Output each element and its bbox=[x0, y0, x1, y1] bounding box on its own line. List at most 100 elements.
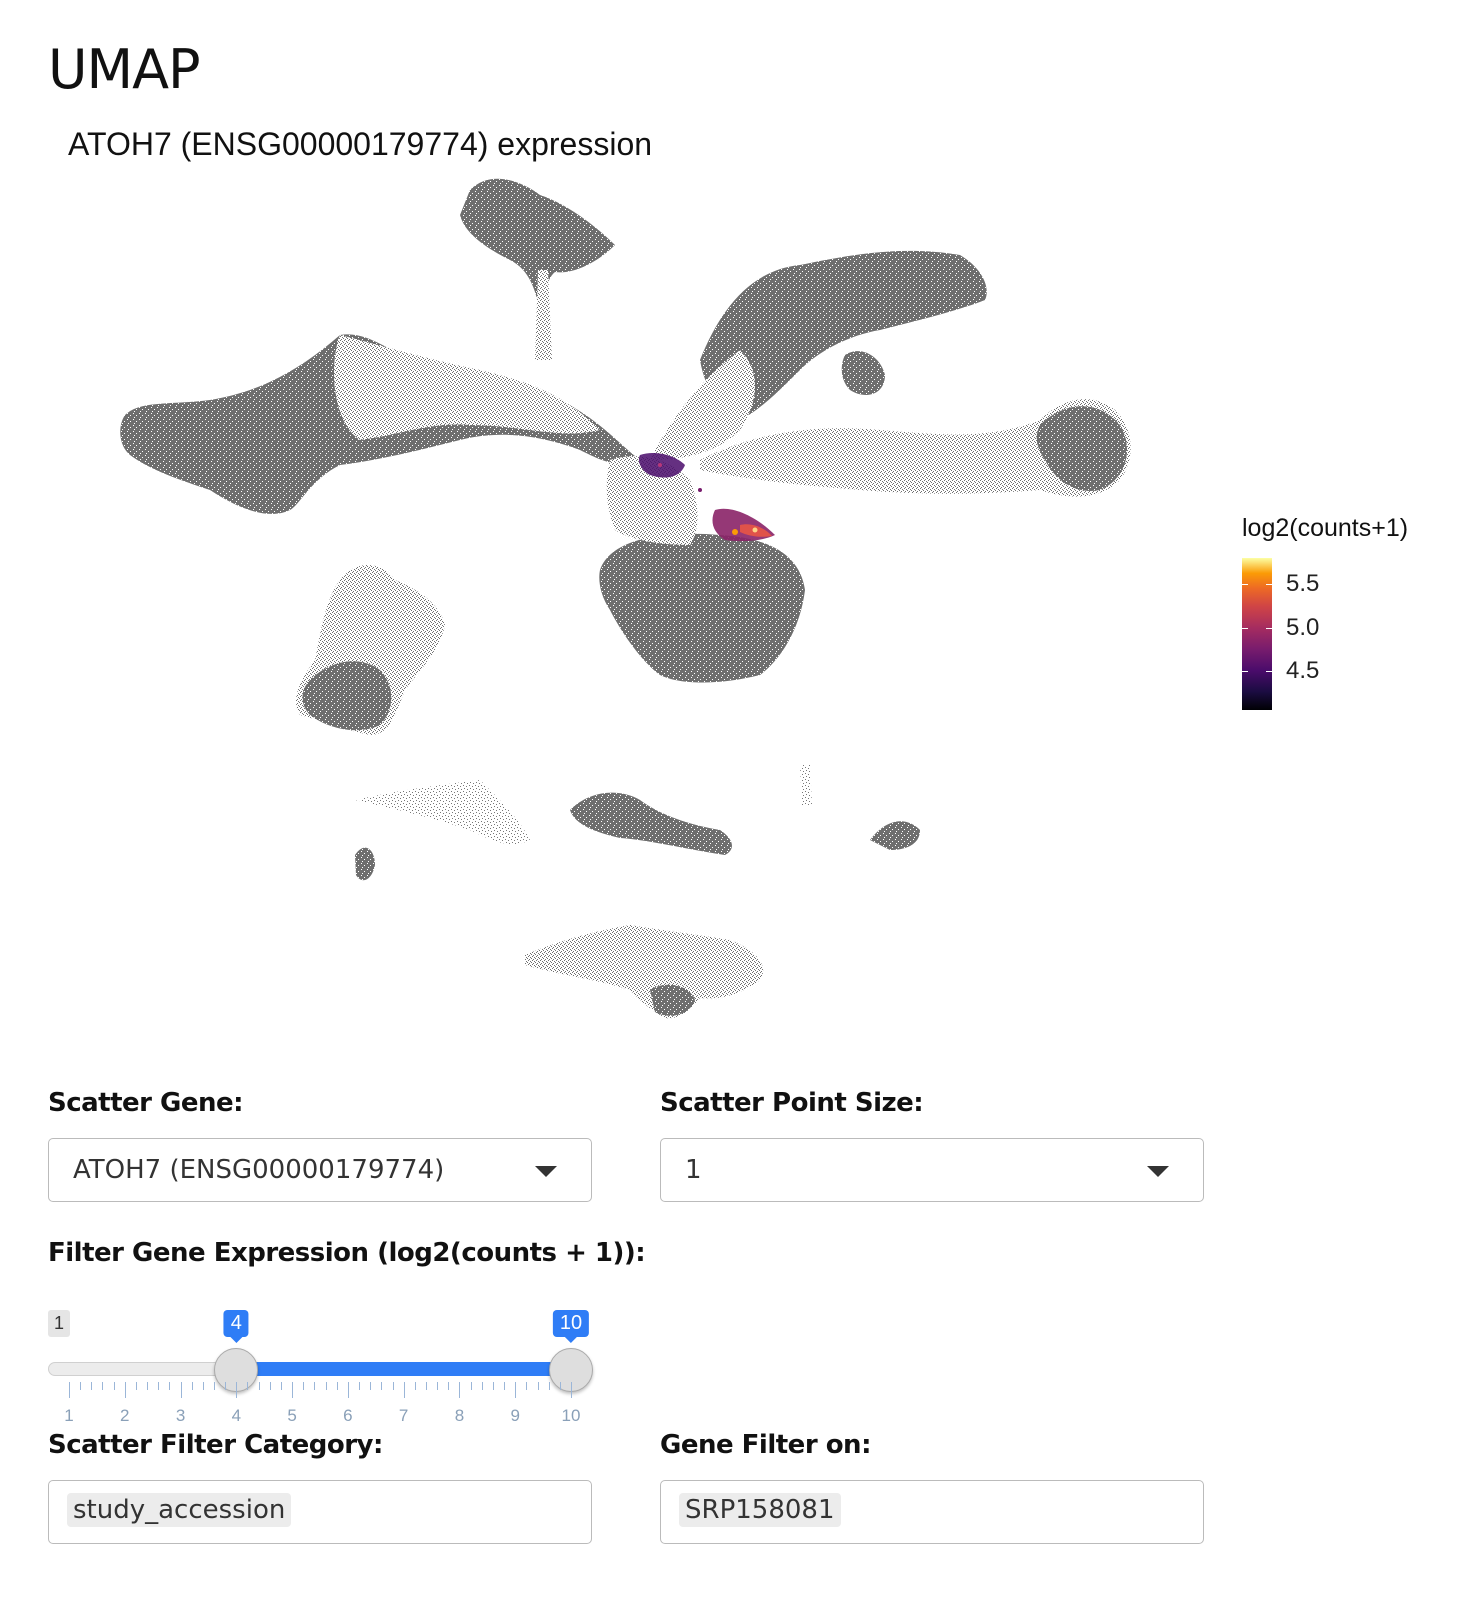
chevron-down-icon bbox=[535, 1166, 557, 1177]
slider-tick-label: 9 bbox=[510, 1406, 520, 1425]
legend-tick bbox=[1242, 584, 1248, 585]
expression-point bbox=[732, 529, 738, 535]
cluster-top-stem bbox=[535, 270, 552, 360]
slider-minor-tick bbox=[135, 1382, 137, 1390]
scatter-filter-category-label: Scatter Filter Category: bbox=[48, 1430, 383, 1460]
cluster-right-dense bbox=[1036, 406, 1128, 491]
slider-tick-label: 1 bbox=[64, 1406, 74, 1425]
slider-minor-tick bbox=[102, 1382, 104, 1390]
cluster-upper-right-fade bbox=[650, 350, 755, 460]
legend-title: log2(counts+1) bbox=[1242, 514, 1409, 542]
slider-major-tick bbox=[180, 1382, 182, 1398]
slider-minor-tick bbox=[225, 1382, 227, 1390]
slider-minor-tick bbox=[158, 1382, 160, 1390]
slider-major-tick bbox=[69, 1382, 70, 1398]
slider-low-value: 4 bbox=[223, 1310, 249, 1343]
cluster-island-a bbox=[570, 792, 732, 855]
scatter-point-size-select[interactable]: 1 bbox=[660, 1138, 1204, 1202]
slider-selected-range bbox=[236, 1362, 571, 1376]
slider-tick-label: 6 bbox=[343, 1406, 353, 1425]
slider-major-tick bbox=[459, 1382, 461, 1398]
slider-minor-tick bbox=[269, 1382, 271, 1390]
cluster-upper-right-blob bbox=[841, 351, 885, 395]
scatter-filter-category-chip[interactable]: study_accession bbox=[67, 1493, 292, 1527]
slider-minor-tick bbox=[147, 1382, 149, 1390]
slider-minor-tick bbox=[359, 1382, 361, 1390]
cluster-left-arm-fade bbox=[334, 335, 600, 440]
slider-min-label: 1 bbox=[48, 1310, 71, 1337]
cluster-bottom-core bbox=[650, 984, 695, 1016]
slider-tick-label: 4 bbox=[231, 1406, 242, 1425]
expression-point bbox=[658, 463, 662, 467]
expression-point bbox=[698, 488, 702, 492]
slider-minor-tick bbox=[381, 1382, 383, 1390]
scatter-gene-select[interactable]: ATOH7 (ENSG00000179774) bbox=[48, 1138, 592, 1202]
slider-minor-tick bbox=[247, 1382, 249, 1390]
plot-title: ATOH7 (ENSG00000179774) expression bbox=[68, 126, 653, 162]
slider-minor-tick bbox=[325, 1382, 327, 1390]
slider-minor-tick bbox=[280, 1382, 282, 1390]
umap-clusters bbox=[120, 178, 1131, 1019]
scatter-filter-category-select[interactable]: study_accession bbox=[48, 1480, 592, 1544]
cluster-island-e bbox=[800, 765, 812, 805]
slider-minor-tick bbox=[191, 1382, 193, 1390]
slider-minor-tick bbox=[437, 1382, 439, 1390]
slider-major-tick bbox=[292, 1382, 294, 1398]
scatter-point-size-label: Scatter Point Size: bbox=[660, 1088, 924, 1118]
slider-minor-tick bbox=[314, 1382, 316, 1390]
slider-minor-tick bbox=[214, 1382, 216, 1390]
slider-minor-tick bbox=[481, 1382, 483, 1390]
legend-tick bbox=[1266, 628, 1272, 629]
slider-minor-tick bbox=[258, 1382, 260, 1390]
slider-minor-tick bbox=[559, 1382, 561, 1390]
scatter-point-size-value: 1 bbox=[685, 1155, 702, 1185]
legend-tick bbox=[1242, 671, 1248, 672]
cluster-center bbox=[599, 533, 805, 683]
legend-label: 5.0 bbox=[1286, 614, 1320, 641]
expression-range-slider[interactable]: 1 4 10 1 2 3 4 5 6 7 8 9 10 bbox=[48, 1310, 593, 1425]
slider-minor-tick bbox=[425, 1382, 427, 1390]
page-title: UMAP bbox=[48, 38, 201, 101]
cluster-island-b bbox=[355, 780, 530, 845]
slider-minor-tick bbox=[470, 1382, 472, 1390]
cluster-bottom bbox=[525, 925, 764, 1019]
slider-minor-tick bbox=[548, 1382, 550, 1390]
filter-expression-label: Filter Gene Expression (log2(counts + 1)… bbox=[48, 1238, 646, 1268]
slider-tick-label: 3 bbox=[175, 1406, 186, 1425]
slider-minor-tick bbox=[336, 1382, 338, 1390]
slider-major-tick bbox=[347, 1382, 349, 1398]
legend-tick bbox=[1266, 584, 1272, 585]
chevron-down-icon bbox=[1147, 1166, 1169, 1177]
slider-tick-label: 2 bbox=[120, 1406, 130, 1425]
cluster-center-neck bbox=[606, 456, 698, 545]
slider-minor-tick bbox=[504, 1382, 506, 1390]
slider-minor-tick bbox=[91, 1382, 93, 1390]
slider-minor-tick bbox=[169, 1382, 171, 1390]
slider-minor-tick bbox=[492, 1382, 494, 1390]
gene-filter-on-label: Gene Filter on: bbox=[660, 1430, 871, 1460]
slider-minor-tick bbox=[526, 1382, 528, 1390]
legend-colorbar bbox=[1242, 558, 1272, 710]
slider-major-tick bbox=[124, 1382, 126, 1398]
gene-filter-on-chip[interactable]: SRP158081 bbox=[679, 1493, 841, 1527]
legend-tick bbox=[1242, 628, 1248, 629]
scatter-gene-label: Scatter Gene: bbox=[48, 1088, 244, 1118]
slider-minor-tick bbox=[202, 1382, 204, 1390]
expression-point bbox=[752, 527, 758, 533]
cluster-upper-right bbox=[700, 250, 987, 420]
slider-minor-tick bbox=[303, 1382, 305, 1390]
slider-minor-tick bbox=[414, 1382, 416, 1390]
cluster-island-d bbox=[870, 821, 920, 850]
slider-tick-label: 8 bbox=[454, 1406, 465, 1425]
legend-label: 5.5 bbox=[1286, 570, 1320, 597]
slider-major-tick bbox=[236, 1382, 238, 1398]
slider-minor-tick bbox=[113, 1382, 115, 1390]
slider-tick-label: 10 bbox=[561, 1406, 581, 1425]
slider-minor-tick bbox=[392, 1382, 394, 1390]
cluster-left-mid-core bbox=[302, 661, 392, 731]
slider-minor-tick bbox=[80, 1382, 82, 1390]
slider-minor-tick bbox=[370, 1382, 372, 1390]
slider-major-tick bbox=[571, 1382, 572, 1398]
slider-tick-label: 5 bbox=[287, 1406, 297, 1425]
gene-filter-on-select[interactable]: SRP158081 bbox=[660, 1480, 1204, 1544]
